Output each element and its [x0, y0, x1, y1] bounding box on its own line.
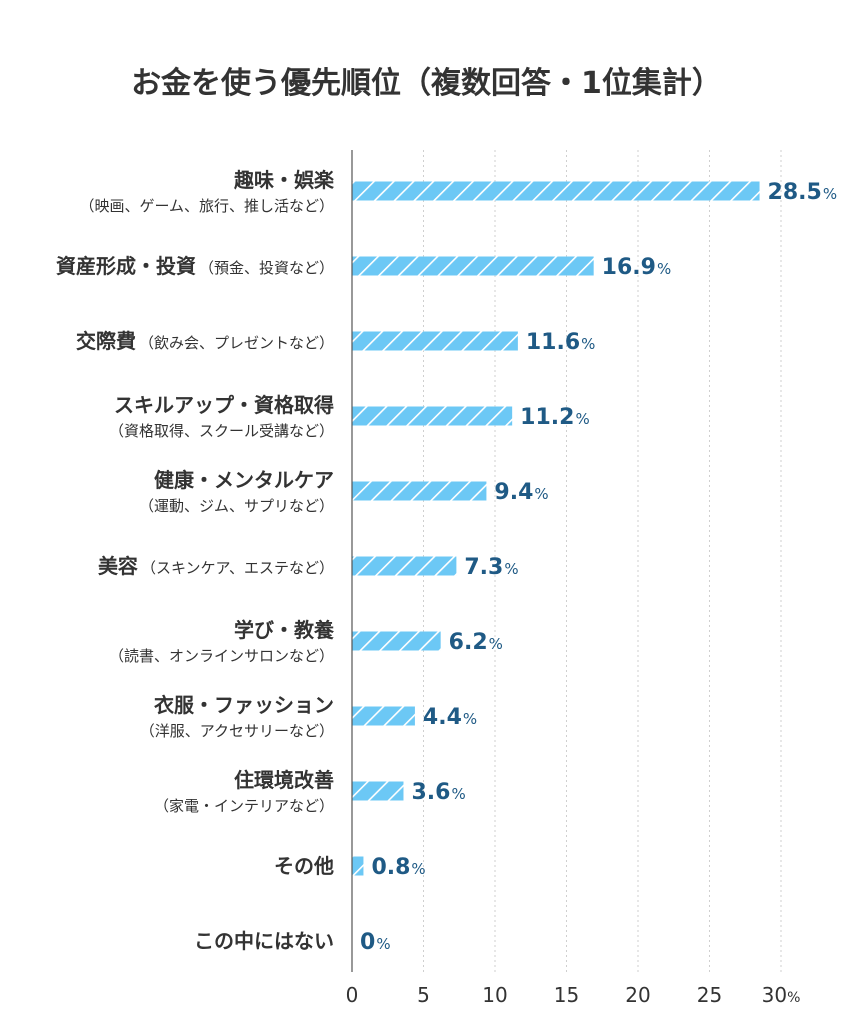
value-label: 11.2%: [520, 405, 590, 430]
category-sublabel: （飲み会、プレゼントなど）: [139, 334, 334, 352]
category-label: 趣味・娯楽: [233, 168, 335, 192]
category-sublabel: （映画、ゲーム、旅行、推し活など）: [79, 197, 334, 215]
value-unit: %: [504, 560, 518, 578]
category-label: 美容 （スキンケア、エステなど）: [98, 554, 334, 578]
x-tick-label: 30%: [762, 983, 801, 1007]
value-unit: %: [823, 185, 837, 203]
value-label: 9.4%: [494, 480, 548, 505]
value-unit: %: [581, 335, 595, 353]
value-unit: %: [534, 485, 548, 503]
bar: [352, 631, 441, 651]
value-label: 16.9%: [602, 255, 672, 280]
category-sublabel: （資格取得、スクール受講など）: [109, 422, 334, 440]
chart-title: お金を使う優先順位（複数回答・1位集計）: [131, 66, 722, 101]
value-unit: %: [411, 860, 425, 878]
category-sublabel: （洋服、アクセサリーなど）: [140, 722, 334, 740]
value-unit: %: [575, 410, 589, 428]
bar: [352, 781, 404, 801]
x-tick-label: 0: [346, 983, 359, 1007]
x-tick-label: 5: [417, 983, 430, 1007]
value-label: 3.6%: [411, 780, 465, 805]
category-label: 資産形成・投資 （預金、投資など）: [56, 254, 334, 278]
value-label: 11.6%: [526, 330, 596, 355]
bar: [352, 856, 364, 876]
bar: [352, 556, 457, 576]
value-unit: %: [376, 935, 390, 953]
x-tick-label: 10: [482, 983, 507, 1007]
value-label: 28.5%: [768, 180, 838, 205]
category-label: スキルアップ・資格取得: [114, 393, 334, 417]
x-tick-label: 20: [625, 983, 650, 1007]
value-label: 0%: [360, 930, 391, 955]
x-tick-label: 15: [554, 983, 579, 1007]
x-tick-label: 25: [697, 983, 722, 1007]
x-axis: 0 5 10 15 20 25 30%: [346, 150, 801, 1007]
category-sublabel: （運動、ジム、サプリなど）: [139, 497, 334, 515]
bar: [352, 406, 513, 426]
grid-lines: [423, 150, 782, 972]
value-unit: %: [451, 785, 465, 803]
bar: [352, 256, 594, 276]
category-label: この中にはない: [194, 929, 334, 953]
category-label: その他: [274, 854, 334, 878]
value-unit: %: [463, 710, 477, 728]
category-labels: 趣味・娯楽 （映画、ゲーム、旅行、推し活など） 資産形成・投資 （預金、投資など） 交際…: [56, 168, 335, 953]
bars: [352, 181, 760, 876]
value-unit: %: [657, 260, 671, 278]
value-label: 6.2%: [449, 630, 503, 655]
value-label: 7.3%: [464, 555, 518, 580]
value-unit: %: [489, 635, 503, 653]
bar: [352, 331, 518, 351]
value-label: 0.8%: [371, 855, 425, 880]
category-sublabel: （スキンケア、エステなど）: [141, 559, 334, 577]
category-label: 衣服・ファッション: [154, 693, 334, 717]
category-label: 住環境改善: [234, 768, 334, 792]
category-label: 健康・メンタルケア: [154, 468, 334, 492]
category-label: 学び・教養: [234, 618, 335, 642]
category-sublabel: （家電・インテリアなど）: [154, 797, 334, 815]
bar: [352, 706, 415, 726]
value-labels: 28.5% 16.9% 11.6% 11.2% 9.4% 7.3% 6.2% 4.4% 3.6%…: [360, 180, 837, 955]
bar: [352, 481, 487, 501]
category-sublabel: （読書、オンラインサロンなど）: [109, 647, 334, 665]
x-tick-unit: %: [787, 990, 800, 1006]
value-label: 4.4%: [423, 705, 477, 730]
bar: [352, 181, 760, 201]
category-label: 交際費 （飲み会、プレゼントなど）: [76, 329, 334, 353]
category-sublabel: （預金、投資など）: [199, 259, 334, 277]
